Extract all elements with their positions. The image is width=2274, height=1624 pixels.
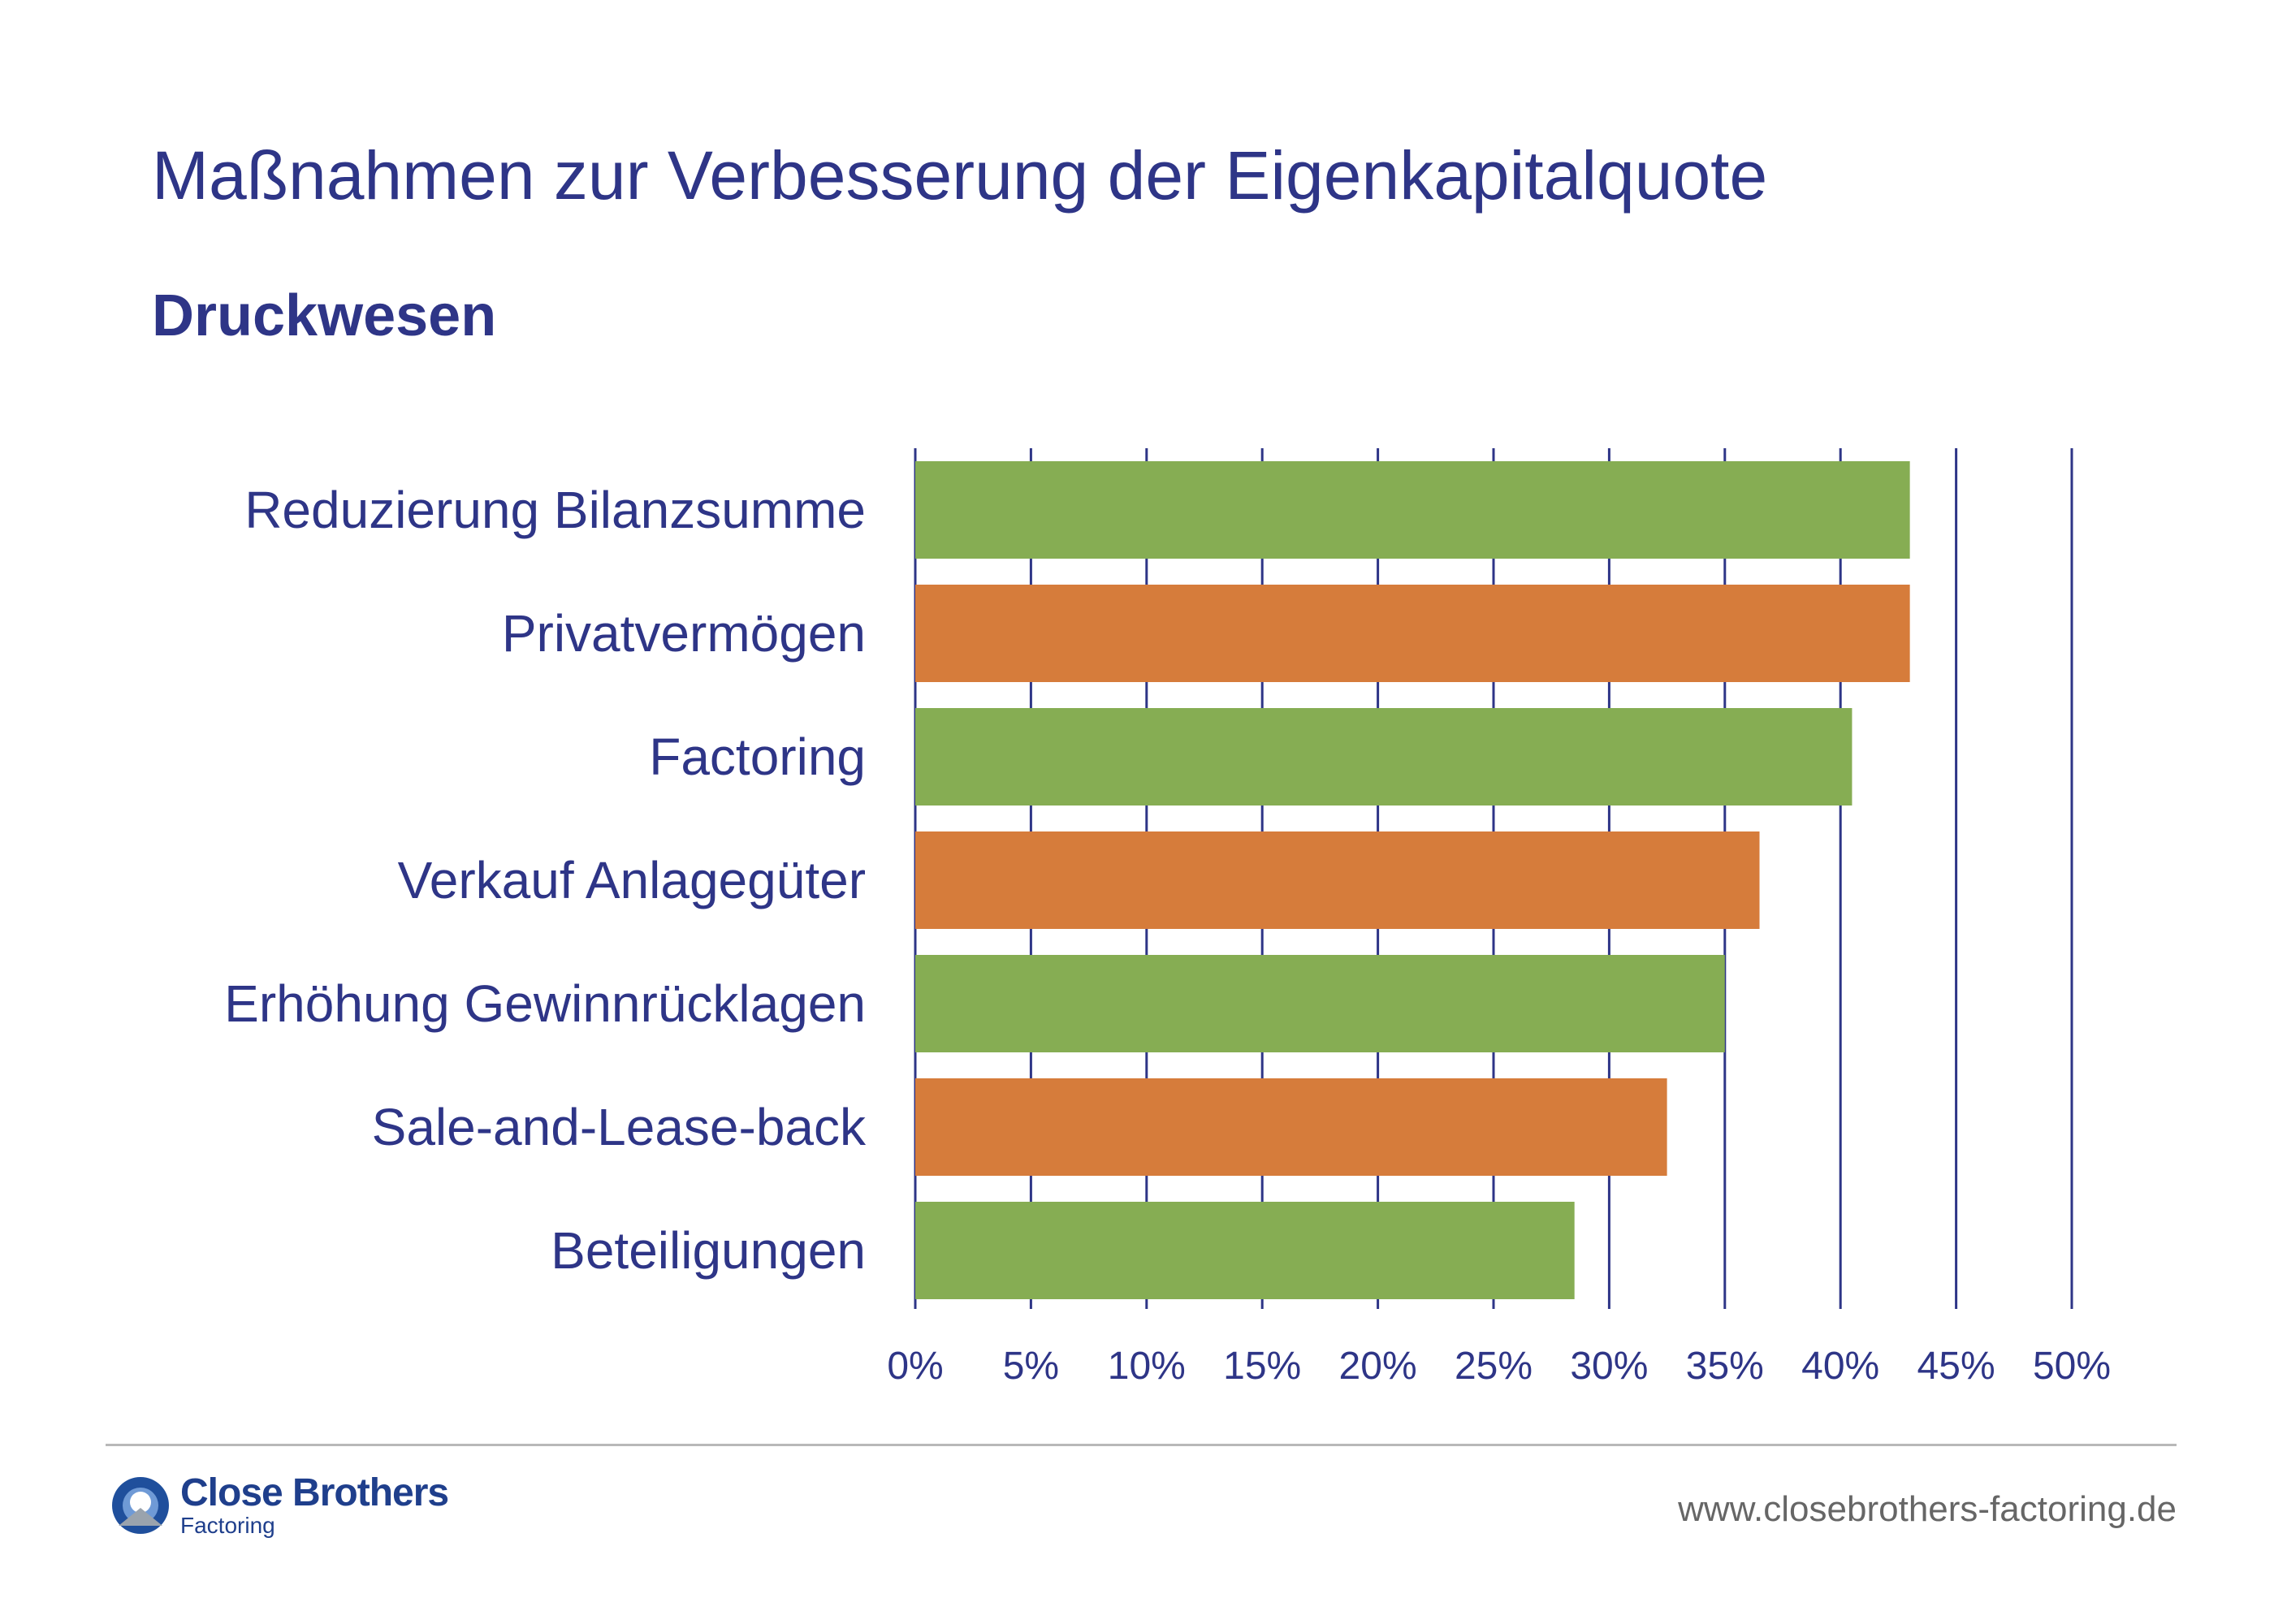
bar xyxy=(915,461,1910,559)
bar xyxy=(915,955,1725,1052)
brand-sub: Factoring xyxy=(180,1513,275,1538)
chart-subtitle: Druckwesen xyxy=(152,283,497,348)
bar-chart: 0% 5% 10% 15% 20% 25% 30% 35% 40% 45% 50% Reduzieru… xyxy=(224,448,2111,1388)
x-tick-label: 40% xyxy=(1801,1345,1879,1388)
x-tick-label: 30% xyxy=(1570,1345,1648,1388)
x-tick-label: 15% xyxy=(1223,1345,1301,1388)
category-label: Erhöhung Gewinnrücklagen xyxy=(224,974,866,1033)
bar xyxy=(915,1078,1667,1176)
close-brothers-logo-icon xyxy=(112,1477,169,1534)
x-tick-label: 0% xyxy=(887,1345,943,1388)
category-label: Privatvermögen xyxy=(502,604,866,663)
category-label: Verkauf Anlagegüter xyxy=(398,851,866,909)
x-tick-label: 20% xyxy=(1339,1345,1417,1388)
category-label: Factoring xyxy=(649,728,866,786)
x-tick-label: 5% xyxy=(1003,1345,1059,1388)
bar xyxy=(915,708,1852,806)
x-tick-label: 35% xyxy=(1686,1345,1764,1388)
bar xyxy=(915,1202,1575,1299)
footer-divider xyxy=(106,1444,2177,1446)
x-tick-label: 25% xyxy=(1455,1345,1533,1388)
category-label: Beteiligungen xyxy=(551,1221,866,1280)
x-tick-label: 10% xyxy=(1108,1345,1186,1388)
bar xyxy=(915,585,1910,682)
brand-name: Close Brothers xyxy=(180,1471,449,1514)
x-tick-label: 50% xyxy=(2033,1345,2111,1388)
bar xyxy=(915,831,1760,929)
brand-logo: Close Brothers Factoring xyxy=(110,1471,449,1538)
page-title: Maßnahmen zur Verbesserung der Eigenkapi… xyxy=(152,137,1768,214)
x-tick-label: 45% xyxy=(1917,1345,1995,1388)
category-label: Sale-and-Lease-back xyxy=(372,1098,867,1156)
category-label: Reduzierung Bilanzsumme xyxy=(244,481,866,539)
footer-url[interactable]: www.closebrothers-factoring.de xyxy=(1678,1489,2177,1529)
